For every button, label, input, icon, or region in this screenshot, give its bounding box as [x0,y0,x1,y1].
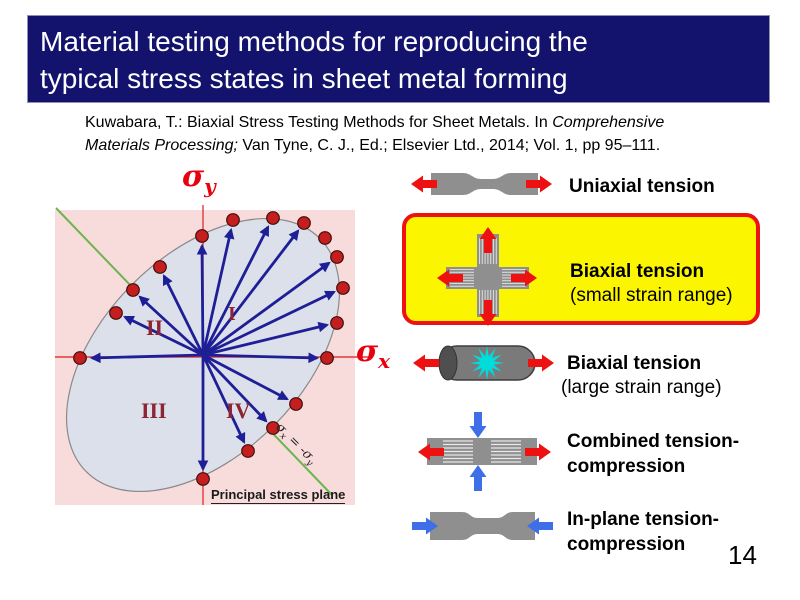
stress-vector [202,290,336,357]
compression-arrow-down-icon [469,412,487,438]
stress-point [241,444,255,458]
method-label-biaxial-large: Biaxial tension [567,353,702,374]
method-label-inplane-line2: compression [567,534,686,555]
stress-vector [201,354,268,423]
stress-vector [202,352,320,364]
tension-arrow-left-icon [413,354,439,372]
stress-vector [202,261,331,357]
sigma-symbol: σ [182,159,205,194]
stress-vector [201,227,235,356]
stress-point [297,216,311,230]
citation-line1: Kuwabara, T.: Biaxial Stress Testing Met… [85,111,775,134]
compression-arrow-up-icon [469,465,487,491]
quadrant-2-label: II [146,315,164,340]
citation-book-title: Comprehensive [552,114,665,131]
method-label-combined: Combined tension- [567,431,740,452]
stress-vector [201,229,300,356]
stress-vector [123,315,204,357]
stress-point [153,260,167,274]
stress-point [318,231,332,245]
method-sublabel-biaxial-small: (small strain range) [570,285,733,306]
stress-vector [138,295,204,357]
sigma-y-label: σy [182,159,216,198]
stress-point [226,213,240,227]
stress-vector [196,243,208,356]
tube-specimen-icon [413,345,554,381]
citation-book-title-cont: Materials Processing; [85,137,238,154]
stress-point [73,351,87,365]
stress-point [109,306,123,320]
method-label-uniaxial: Uniaxial tension [569,176,715,197]
uniaxial-specimen-icon [411,173,552,195]
sigma-symbol: σ [356,334,379,369]
stress-point [289,397,303,411]
stress-plane-diagram [55,205,370,505]
stress-point [195,229,209,243]
tube-end-cap [438,345,458,381]
stress-point [196,472,210,486]
highlight-box-biaxial-small: Biaxial tension (small strain range) [402,213,760,326]
dogbone-specimen [431,173,538,195]
stress-point [266,211,280,225]
citation-line2: Materials Processing; Van Tyne, C. J., E… [85,134,775,157]
cruciform-specimen-icon [437,227,537,326]
stress-vectors [89,225,336,472]
combined-specimen-icon [418,412,551,491]
stress-point [320,351,334,365]
method-sublabel-biaxial-large: (large strain range) [561,377,722,398]
stress-vector [202,353,289,401]
sigma-subscript: x [378,349,391,373]
citation: Kuwabara, T.: Biaxial Stress Testing Met… [85,111,775,157]
stress-vector [89,352,204,364]
sigma-subscript: y [204,174,216,198]
stress-point [126,283,140,297]
stress-vector [201,354,246,444]
quadrant-4-label: IV [226,398,251,423]
stress-point [330,250,344,264]
dogbone-specimen [430,512,535,540]
citation-text: Kuwabara, T.: Biaxial Stress Testing Met… [85,114,553,131]
inplane-specimen-icon [412,512,553,540]
method-label-combined-line2: compression [567,456,686,477]
sigma-x-label: σx [356,334,391,373]
stress-point [330,316,344,330]
stress-points [73,211,350,486]
stress-point [266,421,280,435]
slide-title-line2: typical stress states in sheet metal for… [40,63,568,94]
quadrant-1-label: I [228,303,236,325]
page-number: 14 [728,540,757,570]
burst-icon [470,346,504,380]
stress-point [336,281,350,295]
stress-vector [202,321,330,357]
title-banner: Material testing methods for reproducing… [27,15,770,103]
slide-title-line1: Material testing methods for reproducing… [40,26,588,57]
specimen-slits [443,440,521,463]
quadrant-3-label: III [141,398,167,423]
method-label-inplane: In-plane tension- [567,509,719,530]
citation-text-cont: Van Tyne, C. J., Ed.; Elsevier Ltd., 201… [237,137,661,154]
method-label-biaxial-small: Biaxial tension [570,261,705,282]
principal-stress-plane-caption: Principal stress plane [211,487,346,504]
stress-vector [162,274,205,356]
stress-vector [201,225,270,356]
